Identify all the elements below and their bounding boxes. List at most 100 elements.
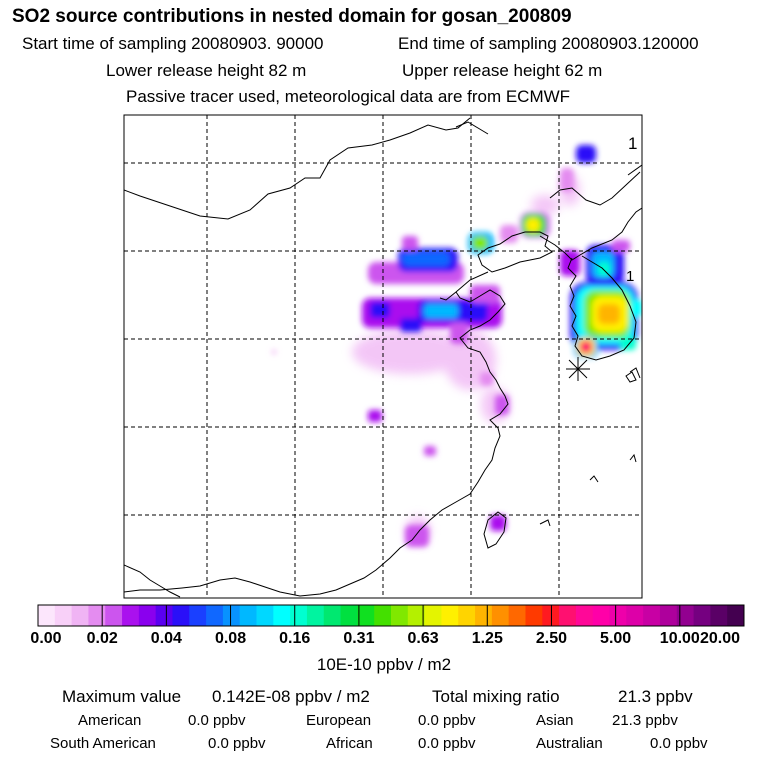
plume-hebei-west [370,302,390,318]
plume-taiwan [490,515,506,531]
colorbar-segment [222,605,241,626]
colorbar-segment [559,605,577,626]
tracer-field [272,145,642,547]
colorbar-segment [542,605,560,626]
source-name: European [306,712,372,729]
plot-title: SO2 source contributions in nested domai… [12,6,572,27]
tracer-note: Passive tracer used, meteorological data… [126,87,571,106]
colorbar-segment [491,605,510,626]
source-value: 21.3 ppbv [612,712,678,729]
colorbar-unit: 10E-10 ppbv / m2 [316,655,452,674]
plume-shandong-core [424,304,458,318]
upper-release-height: Upper release height 62 m [402,61,603,80]
colorbar-segment [306,605,325,626]
colorbar-segment [391,605,409,626]
plume-liaoning [500,225,518,243]
colorbar-tick-label: 0.31 [343,630,375,647]
colorbar-segment [38,605,56,626]
colorbar-segment [676,605,695,626]
plume-henan [368,410,382,422]
source-value: 0.0 ppbv [418,735,476,752]
max-value: 0.142E-08 ppbv / m2 [212,687,370,706]
corner-grid-label: 1 [628,134,637,153]
colorbar-segment [155,605,173,626]
plume-jilin-core [526,218,540,232]
colorbar-segment [424,605,442,626]
plume-harbin [576,145,596,163]
total-mixing-label: Total mixing ratio [432,687,560,706]
plume-anhui [424,446,436,456]
colorbar-segment [357,605,375,626]
colorbar-tick-label: 2.50 [535,630,568,647]
plume-korea-east [632,300,642,316]
colorbar-segment [441,605,459,626]
colorbar-segment [592,605,611,626]
colorbar-tick-label: 1.25 [471,630,503,647]
colorbar-segment [575,605,594,626]
colorbar-segment [475,605,493,626]
total-mixing-value: 21.3 ppbv [618,687,693,706]
lower-release-height: Lower release height 82 m [106,61,307,80]
colorbar-frame [37,604,745,627]
colorbar-segment [508,605,526,626]
colorbar-tick-label: 0.04 [150,630,182,647]
source-name: South American [50,735,156,752]
colorbar-segment [693,605,711,626]
receptor-marker [566,357,590,381]
map-area: 1 1 [124,115,642,598]
colorbar-tick-label: 5.00 [600,630,632,647]
plume-shandong-east [450,322,468,344]
coastlines [124,117,642,598]
colorbar-segment [239,605,258,626]
colorbar-segment [189,605,207,626]
map-frame [123,114,643,599]
colorbar-segment [323,605,342,626]
korea-grid-label: 1 [626,268,634,285]
plume-shandong-north [470,285,500,303]
plume-gwangju [580,341,592,353]
colorbar-segment [609,605,627,626]
colorbar-segment [458,605,476,626]
colorbar-tick-label: 0.08 [214,630,247,647]
colorbar-segment [122,605,140,626]
plume-beijing-north [402,236,418,250]
colorbar-segment [407,605,426,626]
source-value: 0.0 ppbv [188,712,246,729]
plume-beijing-core [402,252,450,266]
source-value: 0.0 ppbv [208,735,266,752]
source-name: Asian [536,712,574,729]
lat-lon-grid [124,115,642,598]
plume-guangdong [405,525,429,547]
plume-shanghai [495,395,509,415]
colorbar-segment [54,605,73,626]
colorbar-segment [727,605,745,626]
colorbar-segment [626,605,644,626]
source-value: 0.0 ppbv [650,735,708,752]
colorbar-tick-label: 0.63 [407,630,439,647]
colorbar-tick-label: 0.16 [279,630,311,647]
source-name: American [78,712,142,729]
max-value-label: Maximum value [62,687,182,706]
plume-shenyang [472,236,488,250]
plume-shandong-south [400,318,422,332]
plume-gangwon [612,240,630,252]
colorbar-segment [273,605,291,626]
colorbar-segment [659,605,678,626]
colorbar-segment [71,605,89,626]
colorbar-segment [172,605,190,626]
colorbar-segment [138,605,157,626]
colorbar-segment [290,605,308,626]
colorbar-segment [256,605,274,626]
colorbar [37,604,745,627]
colorbar-segment [710,605,728,626]
colorbar-tick-label: 20.00 [699,630,741,647]
start-time-label: Start time of sampling 20080903. 90000 [22,34,324,53]
colorbar-segment [374,605,392,626]
colorbar-tick-label: 0.00 [30,630,62,647]
colorbar-tick-label: 10.00 [659,630,700,647]
plume-northeast [560,168,574,192]
plume-korea-orange [598,304,620,324]
colorbar-segment [105,605,123,626]
source-value: 0.0 ppbv [418,712,476,729]
